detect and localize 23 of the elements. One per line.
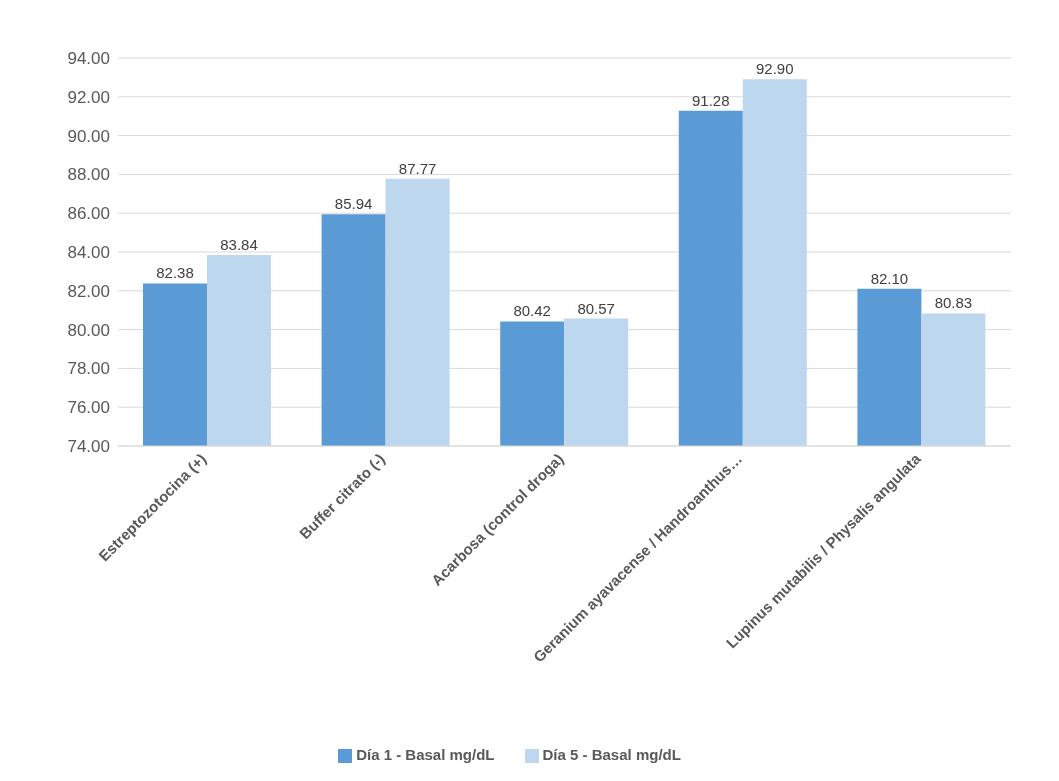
y-tick-label: 86.00 bbox=[67, 204, 110, 224]
y-tick-label: 74.00 bbox=[67, 437, 110, 456]
y-tick-label: 82.00 bbox=[67, 281, 110, 301]
y-tick-label: 78.00 bbox=[67, 359, 110, 379]
y-tick-label: 94.00 bbox=[67, 49, 110, 69]
data-label: 82.10 bbox=[870, 269, 909, 287]
y-tick-label: 90.00 bbox=[67, 126, 110, 146]
y-tick-label: 80.00 bbox=[67, 320, 110, 340]
legend-label: Día 5 - Basal mg/dL bbox=[542, 745, 681, 763]
y-tick-label: 84.00 bbox=[67, 243, 110, 263]
data-label: 87.77 bbox=[398, 159, 437, 177]
data-label: 80.42 bbox=[513, 302, 551, 320]
data-label: 83.84 bbox=[220, 236, 258, 254]
data-label: 85.94 bbox=[334, 195, 373, 213]
data-label: 91.28 bbox=[692, 91, 730, 109]
legend-label: Día 1 - Basal mg/dL bbox=[356, 745, 495, 763]
data-label: 92.90 bbox=[756, 60, 794, 78]
y-tick-label: 76.00 bbox=[67, 398, 110, 418]
data-label: 80.57 bbox=[577, 299, 615, 317]
y-tick-label: 92.00 bbox=[67, 87, 110, 107]
y-tick-label: 88.00 bbox=[67, 165, 110, 185]
data-label: 80.83 bbox=[934, 294, 973, 312]
data-label: 82.38 bbox=[156, 264, 194, 282]
